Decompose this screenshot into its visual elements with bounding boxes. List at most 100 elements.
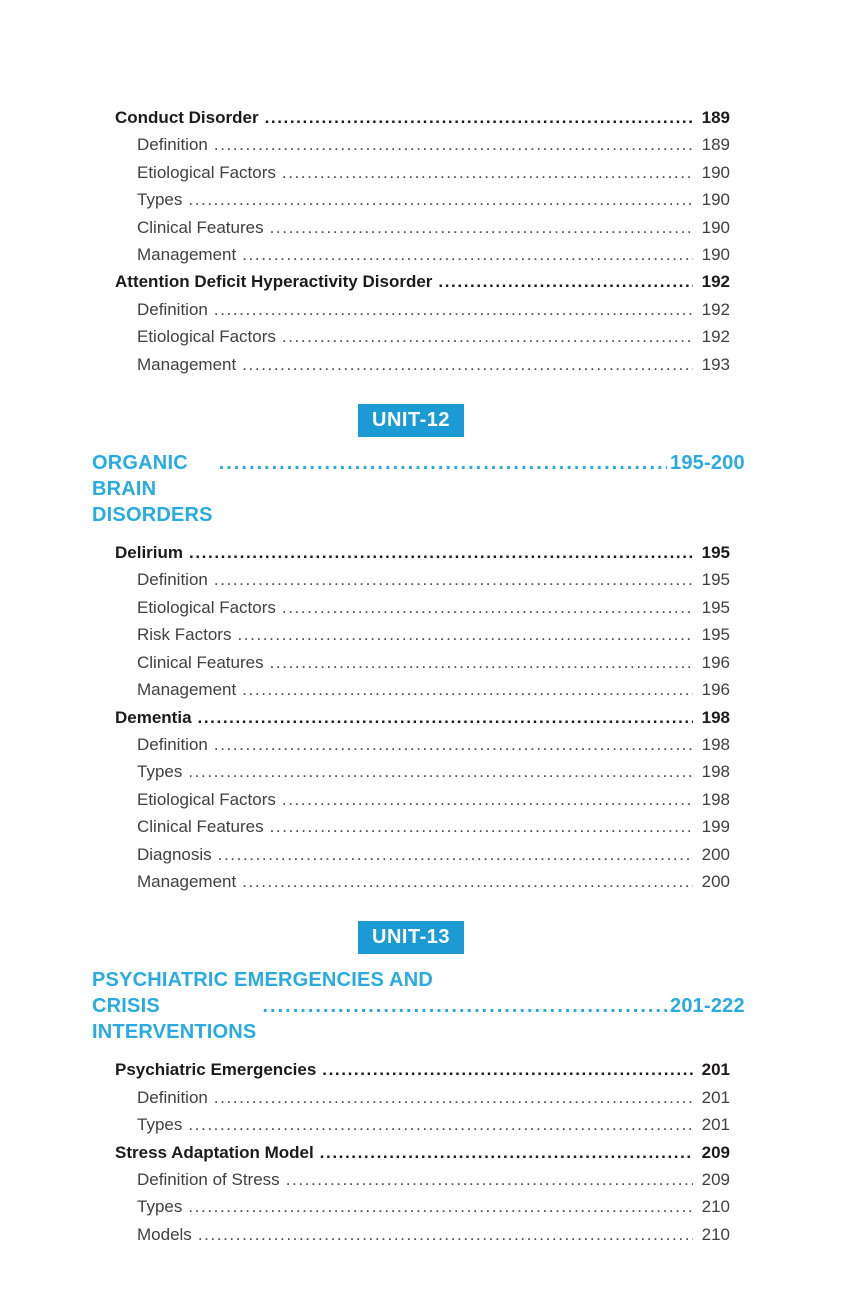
dot-leader (214, 296, 693, 323)
dot-leader (265, 104, 693, 131)
toc-entry: Etiological Factors 190 (137, 159, 730, 186)
unit-title: PSYCHIATRIC EMERGENCIES AND CRISIS INTERV… (92, 967, 745, 1045)
toc-entry-page: 209 (701, 1142, 730, 1162)
toc-entry-page: 190 (701, 190, 730, 210)
dot-leader (282, 159, 693, 186)
toc-entry: Management 193 (137, 351, 730, 378)
toc-entry-label: Psychiatric Emergencies (115, 1060, 317, 1080)
toc-entry-label: Etiological Factors (137, 162, 276, 182)
toc-entry-label: Management (137, 871, 237, 891)
dot-leader (214, 1084, 693, 1111)
toc-entry-label: Clinical Features (137, 817, 264, 837)
toc-entry: Definition 198 (137, 731, 730, 758)
dot-leader (214, 131, 693, 158)
toc-entry-label: Clinical Features (137, 217, 264, 237)
toc-entry-label: Delirium (115, 543, 184, 563)
toc-entry: Definition 195 (137, 566, 730, 593)
table-of-contents: Conduct Disorder 189 Definition 189 Etio… (92, 104, 745, 1248)
toc-entry-label: Types (137, 1115, 183, 1135)
toc-entry: Management 200 (137, 868, 730, 895)
dot-leader (438, 268, 693, 295)
toc-entry-page: 210 (701, 1197, 730, 1217)
toc-entry-page: 210 (701, 1224, 730, 1244)
toc-entry: Clinical Features 190 (137, 214, 730, 241)
dot-leader (237, 621, 693, 648)
toc-entry: Diagnosis 200 (137, 841, 730, 868)
unit-title: ORGANIC BRAIN DISORDERS 195-200 (92, 450, 745, 528)
toc-entry-page: 199 (701, 817, 730, 837)
toc-entry-page: 198 (701, 707, 730, 727)
unit-title-line: PSYCHIATRIC EMERGENCIES AND (92, 967, 730, 993)
toc-entry: Management 196 (137, 676, 730, 703)
dot-leader (282, 594, 693, 621)
toc-entry-label: Types (137, 1197, 183, 1217)
toc-entry: Dementia 198 (115, 704, 730, 731)
toc-entry: Etiological Factors 192 (137, 323, 730, 350)
toc-entry-page: 189 (701, 108, 730, 127)
toc-entry-label: Management (137, 680, 237, 700)
toc-entry-page: 198 (701, 762, 730, 782)
toc-entry-label: Conduct Disorder (115, 108, 259, 127)
toc-entry-label: Types (137, 762, 183, 782)
toc-entry-page: 201 (701, 1087, 730, 1107)
unit-badge-container: UNIT-12 (92, 404, 730, 438)
toc-entry: Types 210 (137, 1193, 730, 1220)
toc-entry-label: Risk Factors (137, 625, 232, 645)
dot-leader (198, 1221, 693, 1248)
unit-header: UNIT-13 PSYCHIATRIC EMERGENCIES AND CRISI… (92, 921, 745, 1045)
toc-entry-page: 196 (701, 652, 730, 672)
toc-entry: Definition 192 (137, 296, 730, 323)
dot-leader (282, 323, 693, 350)
toc-entry-page: 195 (701, 570, 730, 590)
toc-entry: Models 210 (137, 1221, 730, 1248)
toc-entry: Attention Deficit Hyperactivity Disorder… (115, 268, 730, 295)
toc-entry-label: Clinical Features (137, 652, 264, 672)
toc-entry-page: 200 (701, 871, 730, 891)
toc-entry-page: 198 (701, 789, 730, 809)
unit-badge-container: UNIT-13 (92, 921, 730, 955)
toc-entry-label: Dementia (115, 707, 192, 727)
dot-leader (188, 1111, 693, 1138)
dot-leader (242, 241, 693, 268)
toc-entry: Delirium 195 (115, 539, 730, 566)
toc-entry-page: 190 (701, 245, 730, 265)
dot-leader (270, 649, 693, 676)
toc-entry-page: 190 (701, 162, 730, 182)
toc-entry-label: Definition (137, 299, 208, 319)
dot-leader (270, 813, 693, 840)
toc-entry: Etiological Factors 195 (137, 594, 730, 621)
unit-header: UNIT-12 ORGANIC BRAIN DISORDERS 195-200 (92, 404, 745, 528)
toc-entry: Definition 201 (137, 1084, 730, 1111)
toc-entry-page: 193 (701, 354, 730, 374)
toc-entry: Definition of Stress 209 (137, 1166, 730, 1193)
dot-leader (286, 1166, 693, 1193)
toc-entry-label: Models (137, 1224, 192, 1244)
toc-entry-label: Types (137, 190, 183, 210)
dot-leader (198, 704, 693, 731)
dot-leader (188, 758, 693, 785)
toc-entry-page: 192 (701, 327, 730, 347)
dot-leader (270, 214, 693, 241)
toc-entry: Risk Factors 195 (137, 621, 730, 648)
dot-leader (322, 1056, 693, 1083)
toc-entry-page: 196 (701, 680, 730, 700)
dot-leader (282, 786, 693, 813)
toc-entry-label: Stress Adaptation Model (115, 1142, 314, 1162)
dot-leader (218, 841, 693, 868)
unit-page-range: 201-222 (670, 995, 745, 1018)
toc-entry: Definition 189 (137, 131, 730, 158)
dot-leader (320, 1139, 693, 1166)
unit-title-text: PSYCHIATRIC EMERGENCIES AND (92, 969, 433, 992)
toc-entry-label: Definition (137, 1087, 208, 1107)
toc-entry-label: Etiological Factors (137, 789, 276, 809)
toc-entry: Types 190 (137, 186, 730, 213)
toc-entry-page: 201 (701, 1115, 730, 1135)
toc-entry-label: Management (137, 354, 237, 374)
toc-entry-page: 192 (701, 272, 730, 292)
unit-title-text: CRISIS INTERVENTIONS (92, 995, 257, 1044)
toc-entry-label: Etiological Factors (137, 597, 276, 617)
dot-leader (242, 868, 693, 895)
dot-leader (242, 351, 693, 378)
toc-entry-page: 195 (701, 625, 730, 645)
